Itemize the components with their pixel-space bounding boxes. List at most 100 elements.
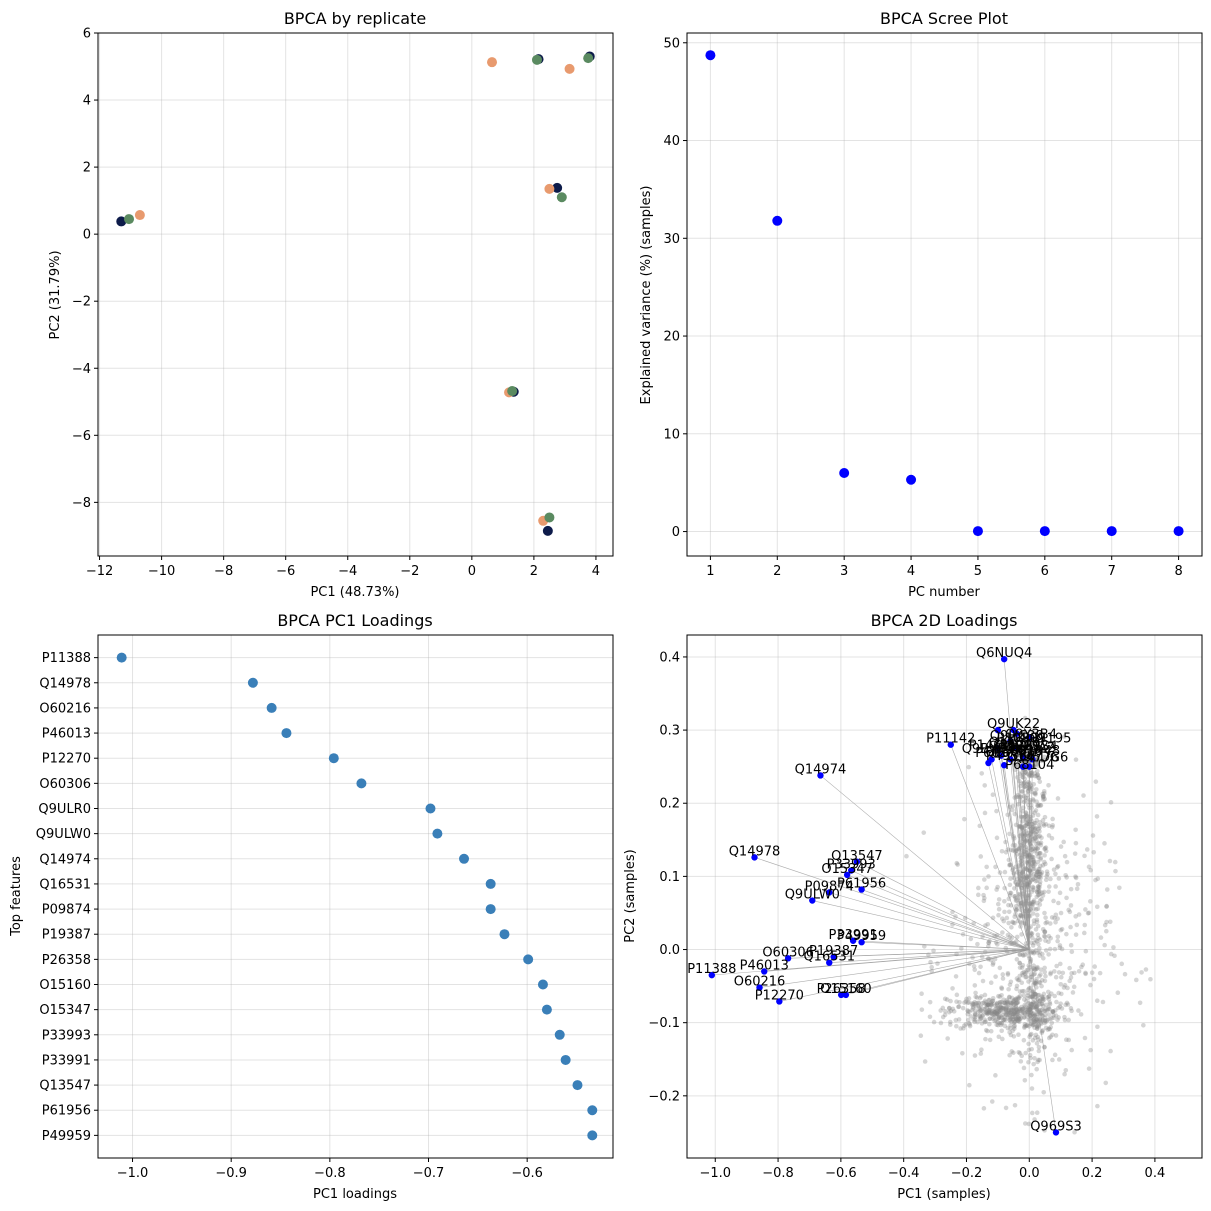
background-point bbox=[1020, 962, 1026, 968]
background-point bbox=[987, 1006, 993, 1012]
replicate-point bbox=[556, 192, 567, 203]
background-point bbox=[995, 1009, 1001, 1015]
background-point bbox=[1028, 994, 1033, 1000]
background-point bbox=[1035, 757, 1040, 763]
background-point bbox=[1037, 902, 1043, 907]
background-point bbox=[962, 915, 968, 921]
background-point bbox=[1063, 1002, 1068, 1008]
background-point bbox=[1029, 824, 1035, 830]
background-point bbox=[1025, 1023, 1030, 1028]
background-point bbox=[1010, 867, 1015, 873]
background-point bbox=[1037, 851, 1043, 856]
background-point bbox=[1031, 963, 1036, 968]
loading-vector bbox=[754, 857, 1030, 950]
background-point bbox=[966, 996, 972, 1001]
background-point bbox=[1004, 915, 1010, 921]
background-point bbox=[1042, 845, 1048, 851]
background-point bbox=[1030, 825, 1036, 830]
background-point bbox=[1039, 1001, 1045, 1006]
background-point bbox=[1005, 812, 1010, 818]
feature-label: O15160 bbox=[39, 978, 91, 993]
background-point bbox=[1003, 1006, 1008, 1011]
y-axis-label: PC2 (samples) bbox=[623, 849, 638, 943]
feature-annotation: P61956 bbox=[837, 877, 886, 892]
background-point bbox=[1062, 853, 1068, 859]
background-point bbox=[1039, 1018, 1045, 1023]
background-point bbox=[1035, 906, 1041, 912]
background-point bbox=[1036, 888, 1042, 894]
background-point bbox=[1046, 994, 1051, 999]
feature-annotation: P07195 bbox=[1022, 731, 1071, 746]
background-point bbox=[1006, 1008, 1012, 1013]
background-point bbox=[1013, 1004, 1019, 1010]
background-point bbox=[971, 1017, 976, 1022]
background-point bbox=[1034, 1023, 1040, 1029]
background-point bbox=[1008, 890, 1014, 896]
background-point bbox=[1039, 1028, 1045, 1034]
background-point bbox=[999, 848, 1005, 854]
background-point bbox=[1007, 890, 1013, 896]
highlighted-feature-point bbox=[842, 991, 850, 999]
background-point bbox=[1046, 889, 1051, 894]
loading-vector bbox=[1028, 949, 1057, 1133]
background-point bbox=[1037, 879, 1043, 885]
background-point bbox=[1014, 934, 1020, 940]
background-point bbox=[978, 1004, 984, 1010]
background-point bbox=[992, 1010, 998, 1015]
background-point bbox=[1094, 904, 1100, 910]
background-point bbox=[1006, 920, 1011, 926]
background-point bbox=[1045, 871, 1050, 877]
background-point bbox=[1021, 731, 1027, 737]
background-point bbox=[1060, 970, 1066, 976]
background-point bbox=[1026, 1003, 1032, 1009]
background-point bbox=[975, 892, 981, 898]
background-point bbox=[999, 999, 1004, 1005]
background-point bbox=[1050, 1009, 1056, 1014]
background-point bbox=[979, 954, 985, 960]
background-point bbox=[1037, 1016, 1043, 1022]
background-point bbox=[1083, 971, 1088, 977]
background-point bbox=[1009, 1019, 1014, 1024]
loading-vector bbox=[1000, 755, 1030, 950]
background-point bbox=[1053, 1013, 1059, 1018]
x-tick-label: 8 bbox=[1174, 564, 1182, 579]
background-point bbox=[1002, 1000, 1008, 1006]
loading-vector bbox=[829, 949, 1030, 963]
background-point bbox=[1100, 999, 1106, 1005]
x-tick-label: 4 bbox=[592, 564, 600, 579]
pc1-loadings-plot-frame bbox=[97, 634, 614, 1159]
feature-annotation: P14618 bbox=[969, 738, 1018, 753]
loading-point bbox=[523, 954, 534, 965]
background-point bbox=[1014, 897, 1020, 903]
background-point bbox=[1031, 854, 1036, 860]
background-point bbox=[1034, 900, 1040, 906]
replicate-plot-frame bbox=[97, 32, 614, 557]
background-point bbox=[1056, 900, 1061, 906]
background-point bbox=[1029, 1015, 1034, 1020]
loading-point bbox=[425, 803, 436, 814]
background-point bbox=[1107, 858, 1113, 864]
background-point bbox=[977, 1013, 983, 1018]
background-point bbox=[1073, 914, 1078, 919]
background-point bbox=[1022, 751, 1028, 756]
background-point bbox=[1027, 964, 1032, 970]
loading-point bbox=[281, 728, 292, 739]
background-point bbox=[1042, 969, 1048, 975]
background-point bbox=[1034, 768, 1040, 774]
highlighted-feature-point bbox=[826, 959, 833, 966]
feature-annotation: Q9ULW0 bbox=[785, 888, 840, 903]
loading-point bbox=[485, 878, 496, 889]
background-point bbox=[1022, 1002, 1027, 1008]
background-point bbox=[983, 1027, 989, 1033]
background-point bbox=[943, 1009, 948, 1014]
background-point bbox=[1028, 802, 1034, 808]
background-point bbox=[1030, 989, 1036, 995]
highlighted-feature-point bbox=[784, 955, 792, 962]
background-point bbox=[1031, 885, 1036, 891]
background-point bbox=[1013, 1011, 1019, 1017]
background-point bbox=[988, 1002, 994, 1008]
background-point bbox=[1037, 841, 1042, 846]
background-point bbox=[1025, 749, 1030, 755]
background-point bbox=[1015, 1018, 1021, 1024]
background-point bbox=[1025, 831, 1030, 836]
